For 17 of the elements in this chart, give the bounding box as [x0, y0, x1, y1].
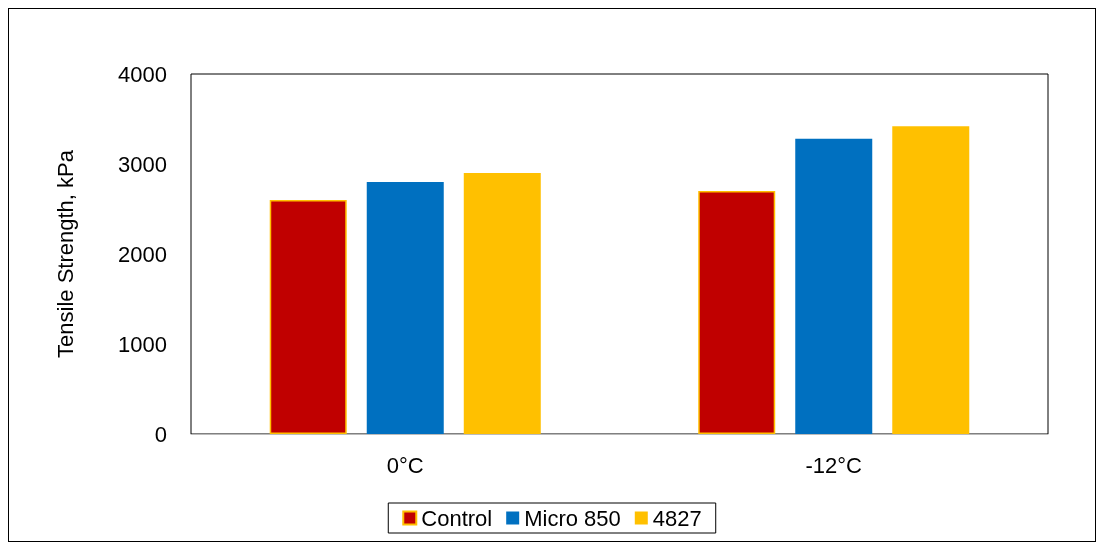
legend-label: Control [421, 505, 493, 531]
y-tick-label: 0 [154, 421, 167, 447]
legend-label: Micro 850 [524, 505, 621, 531]
bar [892, 126, 970, 434]
y-tick-label: 4000 [118, 61, 167, 87]
bar [698, 191, 776, 434]
bar [366, 182, 444, 434]
y-tick-label: 1000 [118, 331, 167, 357]
legend-label: 4827 [652, 505, 702, 531]
y-tick-label: 2000 [118, 241, 167, 267]
bar [269, 200, 347, 434]
x-tick-label: 0°C [386, 452, 424, 478]
y-tick-label: 3000 [118, 151, 167, 177]
y-axis-title: Tensile Strength, kPa [52, 149, 78, 358]
bar [795, 138, 873, 434]
x-tick-label: -12°C [805, 452, 863, 478]
bar [463, 173, 541, 434]
